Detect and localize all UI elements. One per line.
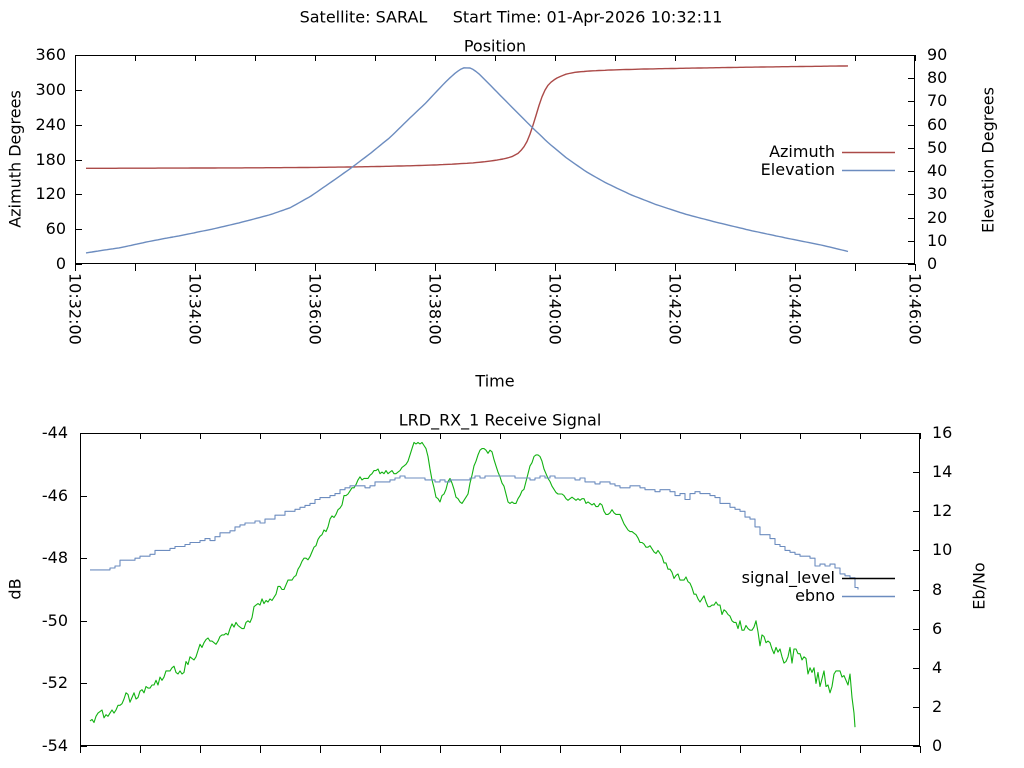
legend-label: Elevation [760,160,835,179]
y-tick-label: 0 [55,254,66,273]
signal-level-line [89,441,856,728]
y-ticks-chart0 [75,55,82,265]
y2-tick-label: 80 [927,68,948,88]
y-tick-label: -48 [41,548,68,568]
y-tick-label: -50 [41,610,68,630]
y2-tick-label: 90 [927,45,948,64]
y-tick-label: -44 [41,423,68,442]
y2-tick-label: 6 [932,618,943,638]
y-tick-label: 180 [35,149,66,169]
y-tick-label: 240 [35,114,66,134]
y2-tick-label: 70 [927,91,948,111]
azimuth-line [86,65,849,169]
time-axis-label: Time [475,371,515,391]
y2-ticks-chart0 [908,55,915,265]
y2-tick-label: 30 [927,184,948,204]
y-tick-label: 300 [35,79,66,99]
legend-label: Azimuth [769,142,835,161]
y2-tick-label: 0 [927,254,938,273]
y-tick-label: 120 [35,184,66,204]
y-tick-label: -54 [41,736,68,755]
x-tick-label: 10:32:00 [65,273,85,345]
y2-tick-label: 8 [932,579,943,599]
y2-tick-label: 0 [932,736,943,755]
y2-tick-label: 14 [932,462,953,482]
position-chart-title: Position [463,36,527,56]
y-tick-label: 60 [45,219,66,239]
y2-tick-label: 16 [932,423,953,442]
y-tick-label: -52 [41,673,68,693]
ebno-line [90,475,859,590]
page-title: Satellite: SARAL Start Time: 01-Apr-2026… [299,7,723,27]
legend-label: signal_level [741,568,835,587]
y2-tick-label: 50 [927,137,948,157]
x-tick-label: 10:46:00 [905,273,925,345]
plot-border-chart1 [80,433,920,746]
x-tick-label: 10:38:00 [425,273,445,345]
y2-tick-label: 40 [927,161,948,181]
elevation-line [85,67,849,254]
x-tick-label: 10:44:00 [785,273,805,345]
x-tick-label: 10:34:00 [185,273,205,345]
y2-tick-label: 10 [932,540,953,560]
receive-signal-chart-title: LRD_RX_1 Receive Signal [398,410,602,430]
y-ticks-chart1 [80,433,87,747]
y2-ticks-chart1 [913,433,920,747]
y2-tick-label: 20 [927,207,948,227]
x-tick-label: 10:36:00 [305,273,325,345]
plot-border-chart0 [75,55,915,264]
y2-tick-label: 12 [932,501,953,521]
x-tick-label: 10:40:00 [545,273,565,345]
legend-label: ebno [795,586,835,605]
y2-tick-label: 60 [927,114,948,134]
y-tick-label: -46 [41,485,68,505]
y2-tick-label: 2 [932,696,943,716]
y2-tick-label: 10 [927,230,948,250]
y2-tick-label: 4 [932,657,943,677]
y-tick-label: 360 [35,45,66,64]
x-tick-label: 10:42:00 [665,273,685,345]
